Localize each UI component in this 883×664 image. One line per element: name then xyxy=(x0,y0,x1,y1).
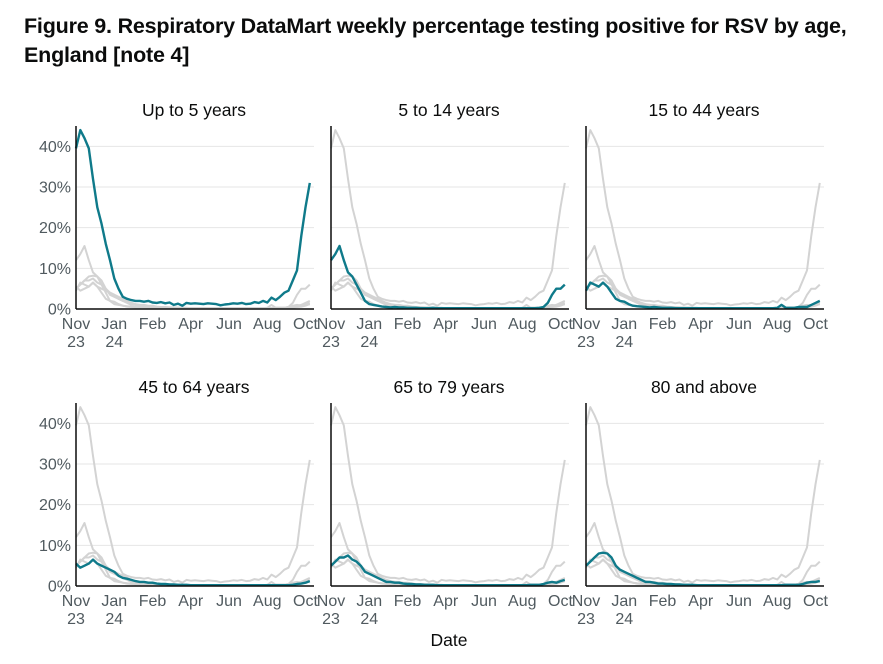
x-tick-label: Jun xyxy=(726,593,752,610)
x-tick-label: 24 xyxy=(615,334,633,351)
x-tick-label: Feb xyxy=(394,316,422,333)
x-tick-label: Oct xyxy=(803,593,828,610)
x-tick-label: Nov xyxy=(317,593,345,610)
x-tick-label: 23 xyxy=(322,611,340,628)
y-tick-label: 20% xyxy=(39,497,71,514)
y-tick-label: 10% xyxy=(39,538,71,555)
x-tick-label: Jan xyxy=(101,593,127,610)
x-tick-label: Feb xyxy=(649,316,677,333)
x-tick-label: 23 xyxy=(322,334,340,351)
x-tick-label: Aug xyxy=(763,593,791,610)
x-tick-label: Feb xyxy=(139,316,167,333)
x-tick-label: Feb xyxy=(394,593,422,610)
panel-title: 65 to 79 years xyxy=(394,377,505,397)
x-tick-label: Jun xyxy=(471,593,497,610)
figure-title: Figure 9. Respiratory DataMart weekly pe… xyxy=(24,14,847,67)
series-line-background xyxy=(330,129,566,307)
x-tick-label: Jan xyxy=(356,593,382,610)
y-tick-label: 30% xyxy=(39,180,71,197)
series-line-highlight xyxy=(74,128,311,307)
x-tick-label: Oct xyxy=(803,316,828,333)
x-tick-label: 24 xyxy=(360,334,378,351)
y-tick-label: 40% xyxy=(39,139,71,156)
x-tick-label: 24 xyxy=(105,611,123,628)
panel-title: 80 and above xyxy=(651,377,757,397)
y-tick-label: 10% xyxy=(39,261,71,278)
x-tick-label: Apr xyxy=(178,316,204,333)
series-line-background xyxy=(585,129,821,307)
series-line-highlight xyxy=(585,551,821,587)
x-tick-label: Apr xyxy=(433,316,459,333)
x-tick-label: Aug xyxy=(253,593,281,610)
x-tick-label: Feb xyxy=(649,593,677,610)
x-tick-label: Oct xyxy=(293,593,318,610)
x-tick-label: Jun xyxy=(726,316,752,333)
y-tick-label: 0% xyxy=(48,302,71,319)
x-tick-label: Apr xyxy=(433,593,459,610)
series-line-highlight xyxy=(75,558,311,587)
x-tick-label: Oct xyxy=(548,316,573,333)
x-tick-label: Oct xyxy=(293,316,318,333)
x-tick-label: Feb xyxy=(139,593,167,610)
x-tick-label: Nov xyxy=(62,593,90,610)
x-tick-label: Jun xyxy=(216,593,242,610)
x-tick-label: Jan xyxy=(611,593,637,610)
panel-title: 5 to 14 years xyxy=(398,100,499,120)
x-tick-label: Jan xyxy=(611,316,637,333)
x-tick-label: 24 xyxy=(105,334,123,351)
y-tick-label: 20% xyxy=(39,220,71,237)
series-line-highlight xyxy=(584,281,821,310)
series-line-background xyxy=(585,406,821,584)
series-line-background xyxy=(75,406,311,584)
x-tick-label: Jun xyxy=(216,316,242,333)
x-tick-label: Jan xyxy=(356,316,382,333)
x-tick-label: Apr xyxy=(178,593,204,610)
x-tick-label: Aug xyxy=(508,316,536,333)
series-line-background xyxy=(75,274,310,310)
x-tick-label: 23 xyxy=(67,611,85,628)
x-tick-label: Nov xyxy=(317,316,345,333)
panel-title: 45 to 64 years xyxy=(139,377,250,397)
x-tick-label: 24 xyxy=(360,611,378,628)
y-tick-label: 0% xyxy=(48,579,71,596)
x-tick-label: Nov xyxy=(62,316,90,333)
x-tick-label: Aug xyxy=(253,316,281,333)
x-tick-label: Oct xyxy=(548,593,573,610)
x-axis-label: Date xyxy=(431,630,468,650)
x-tick-label: Aug xyxy=(508,593,536,610)
x-tick-label: Jun xyxy=(471,316,497,333)
x-tick-label: 23 xyxy=(67,334,85,351)
x-tick-label: Aug xyxy=(763,316,791,333)
panel-title: 15 to 44 years xyxy=(649,100,760,120)
series-line-background xyxy=(330,406,566,584)
panel-title: Up to 5 years xyxy=(142,100,246,120)
series-line-highlight xyxy=(330,244,566,310)
x-tick-label: Nov xyxy=(572,593,600,610)
x-tick-label: Apr xyxy=(688,316,714,333)
x-tick-label: Nov xyxy=(572,316,600,333)
x-tick-label: 24 xyxy=(615,611,633,628)
x-tick-label: 23 xyxy=(577,611,595,628)
y-tick-label: 30% xyxy=(39,457,71,474)
x-tick-label: 23 xyxy=(577,334,595,351)
series-line-highlight xyxy=(330,554,566,587)
y-tick-label: 40% xyxy=(39,416,71,433)
x-tick-label: Apr xyxy=(688,593,714,610)
x-tick-label: Jan xyxy=(101,316,127,333)
